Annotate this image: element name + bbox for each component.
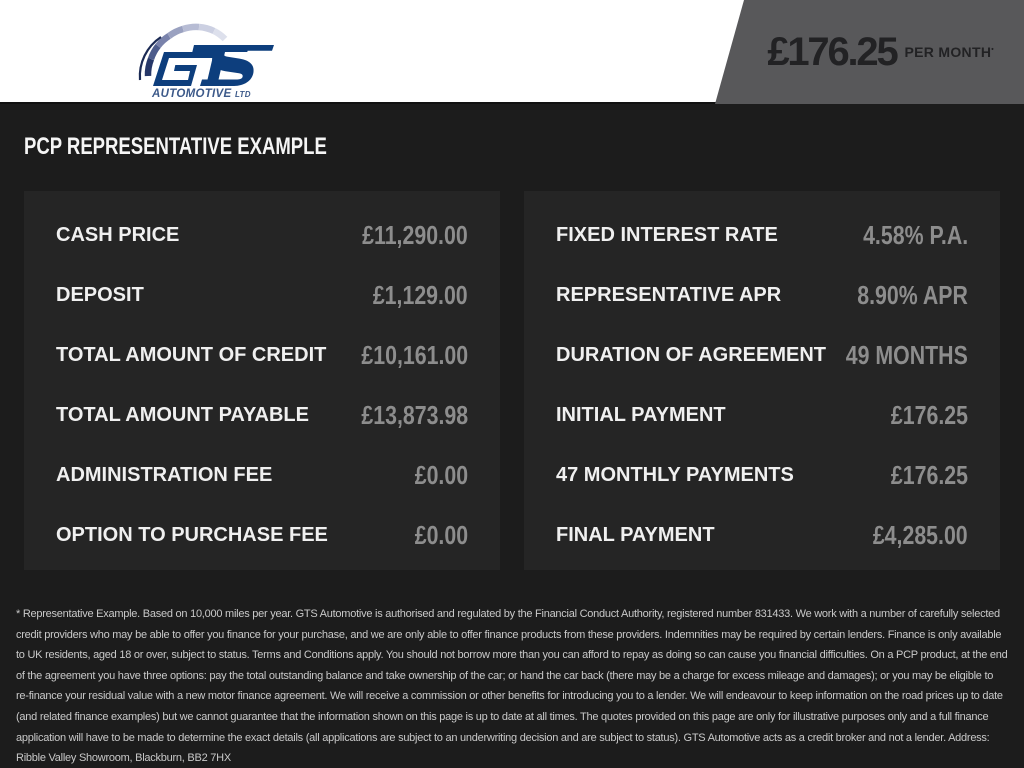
svg-text:AUTOMOTIVE LTD: AUTOMOTIVE LTD — [151, 88, 251, 100]
